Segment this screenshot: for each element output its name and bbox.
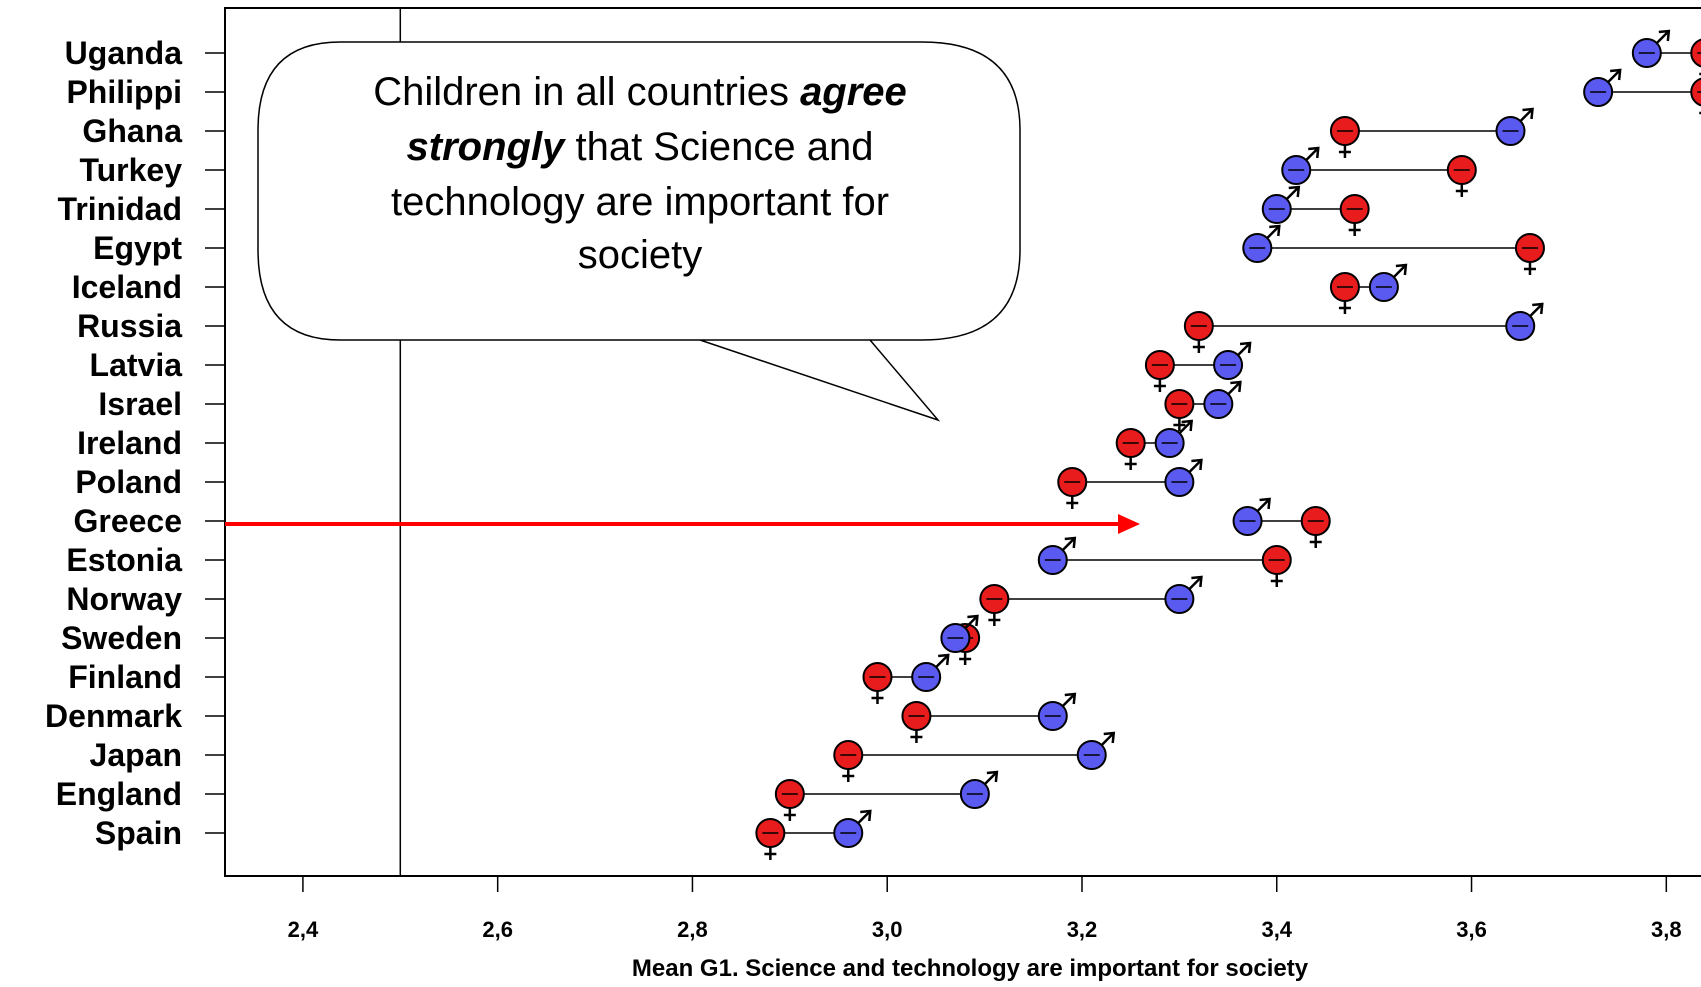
country-label: Denmark — [45, 698, 182, 734]
male-marker — [1154, 419, 1194, 458]
female-marker — [1690, 77, 1701, 115]
male-marker — [1583, 68, 1622, 107]
female-marker — [774, 779, 805, 821]
female-marker — [1183, 311, 1214, 353]
female-marker — [1339, 194, 1370, 236]
country-label: Egypt — [93, 230, 182, 266]
callout-line-3: technology are important for — [391, 180, 889, 224]
country-label: Japan — [90, 737, 182, 773]
country-label: Norway — [66, 581, 182, 617]
male-marker — [1232, 497, 1271, 536]
female-marker — [979, 584, 1010, 626]
female-marker — [1115, 428, 1146, 470]
x-tick-label: 3,4 — [1261, 917, 1292, 942]
male-marker — [911, 653, 950, 692]
male-marker — [1037, 536, 1077, 575]
x-tick-label: 2,8 — [677, 917, 708, 942]
country-label: Israel — [98, 386, 182, 422]
plot-frame — [224, 7, 1701, 877]
male-marker — [1164, 575, 1203, 614]
callout-line-1: Children in all countries agree — [373, 70, 907, 114]
male-marker — [1242, 224, 1281, 263]
male-marker — [1281, 146, 1320, 185]
country-label: Spain — [95, 815, 182, 851]
x-tick-label: 3,8 — [1651, 917, 1682, 942]
female-marker — [862, 662, 893, 704]
country-label: Iceland — [72, 269, 182, 305]
male-marker — [1631, 29, 1671, 68]
country-label: Finland — [68, 659, 182, 695]
male-marker — [1203, 380, 1242, 419]
callout-line-2: strongly that Science and — [407, 125, 874, 169]
female-marker — [833, 740, 864, 782]
country-label: Ireland — [77, 425, 182, 461]
x-tick-label: 2,4 — [288, 917, 319, 942]
female-marker — [755, 818, 786, 860]
country-label: Sweden — [61, 620, 182, 656]
male-marker — [1076, 731, 1116, 770]
male-marker — [1164, 458, 1203, 497]
female-marker — [1300, 506, 1331, 548]
male-marker — [1495, 107, 1534, 146]
male-marker — [833, 809, 872, 848]
female-marker — [1329, 116, 1360, 158]
x-tick-label: 3,0 — [872, 917, 903, 942]
x-tick-label: 2,6 — [482, 917, 513, 942]
female-marker — [1329, 272, 1360, 314]
callout: Children in all countries agree strongly… — [257, 41, 1021, 422]
callout-line-4: society — [578, 233, 703, 277]
male-marker — [1505, 302, 1544, 341]
country-label: Uganda — [65, 35, 183, 71]
female-marker — [1261, 545, 1292, 587]
callout-bubble — [257, 41, 1021, 422]
country-label: Turkey — [79, 152, 182, 188]
female-marker — [1057, 467, 1088, 509]
female-marker — [1144, 350, 1175, 392]
country-label: Latvia — [90, 347, 183, 383]
male-marker — [1368, 263, 1408, 302]
female-marker — [1514, 233, 1545, 275]
female-marker — [1164, 389, 1195, 431]
country-label: Philippi — [66, 74, 182, 110]
female-marker — [901, 701, 932, 743]
country-label: Poland — [75, 464, 182, 500]
country-label: Russia — [77, 308, 182, 344]
male-marker — [959, 770, 999, 809]
country-label: England — [56, 776, 182, 812]
male-marker — [1037, 692, 1077, 731]
female-marker — [1690, 38, 1701, 76]
male-marker — [1213, 341, 1252, 380]
x-tick-label: 3,6 — [1456, 917, 1487, 942]
country-label: Greece — [73, 503, 182, 539]
x-tick-label: 3,2 — [1067, 917, 1098, 942]
country-label: Estonia — [66, 542, 182, 578]
country-label: Ghana — [82, 113, 182, 149]
male-marker — [940, 614, 979, 653]
x-axis-title: Mean G1. Science and technology are impo… — [632, 955, 1309, 982]
highlight-arrow-head — [1118, 514, 1140, 534]
female-marker — [1446, 155, 1477, 197]
male-marker — [1261, 185, 1301, 224]
country-label: Trinidad — [58, 191, 182, 227]
